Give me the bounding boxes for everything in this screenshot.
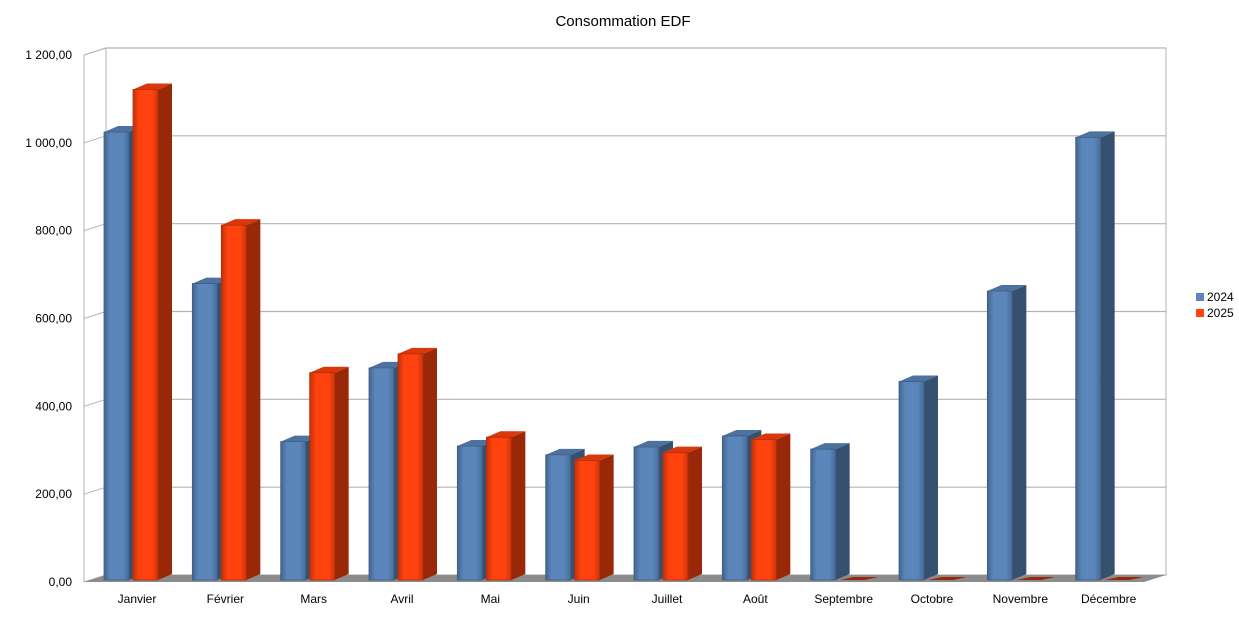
bar-side-2025-Mars [334, 366, 349, 580]
legend-label-2025: 2025 [1207, 306, 1234, 320]
y-tick-label: 200,00 [35, 487, 72, 501]
bar-side-2025-Janvier [158, 83, 172, 580]
x-tick-label: Mars [300, 592, 327, 606]
bar-2024-Avril [368, 367, 395, 581]
bar-side-2024-Octobre [924, 375, 938, 580]
bar-top-2025-Août [751, 433, 791, 440]
bar-2025-Avril [397, 353, 424, 581]
bar-top-2025-Juin [574, 454, 614, 461]
bar-2024-Août [721, 435, 748, 581]
bar-side-2024-Novembre [1012, 285, 1027, 580]
bar-2025-Février [220, 224, 247, 581]
bar-2024-Janvier [103, 131, 130, 581]
bar-2024-Décembre [1075, 136, 1102, 581]
bar-top-2025-Juillet [663, 446, 702, 453]
bar-2025-Septembre-flat [839, 577, 879, 580]
bar-top-2024-Novembre [987, 285, 1027, 292]
x-tick-label: Juin [568, 592, 590, 606]
legend-swatch-2024 [1196, 293, 1204, 301]
x-tick-label: Mai [481, 592, 500, 606]
floor [84, 575, 1166, 582]
x-tick-label: Novembre [993, 592, 1049, 606]
gridline-side [83, 398, 107, 407]
bar-top-2024-Septembre [810, 443, 850, 450]
x-tick-label: Août [743, 592, 768, 606]
bar-side-2025-Août [776, 433, 791, 580]
bar-side-2025-Février [246, 219, 261, 581]
bar-2024-Février [191, 283, 218, 581]
y-tick-label: 0,00 [49, 575, 73, 589]
gridline-side [83, 223, 107, 232]
gridline-side [83, 486, 107, 495]
plot-area: 0,00 200,00 400,00 600,00 800,00 1 000,00 1 20… [25, 47, 1167, 606]
x-tick-label: Octobre [911, 592, 954, 606]
bar-side-2025-Mai [511, 431, 526, 580]
x-tick-label: Avril [390, 592, 413, 606]
bar-2025-Août [750, 439, 777, 581]
y-tick-label: 1 200,00 [25, 48, 72, 62]
bar-2024-Mai [456, 445, 483, 581]
bar-2024-Novembre [986, 290, 1013, 581]
bar-side-2025-Juillet [688, 446, 702, 580]
bar-2025-Mars [309, 372, 336, 581]
bar-top-2025-Février [221, 219, 261, 226]
bar-top-2025-Mars [309, 366, 349, 373]
bar-2024-Juin [545, 454, 572, 581]
bar-top-2025-Janvier [133, 83, 172, 90]
y-tick-label: 800,00 [35, 224, 72, 238]
bar-2024-Mars [280, 441, 307, 581]
bar-2025-Juin [574, 460, 601, 581]
bar-2025-Décembre-flat [1104, 577, 1144, 580]
bar-top-2024-Juin [545, 448, 585, 455]
gridline-side [83, 135, 107, 144]
x-tick-label: Septembre [814, 592, 873, 606]
legend-swatch-2025 [1196, 309, 1204, 317]
bar-2025-Mai [485, 436, 512, 581]
bar-2025-Octobre-flat [928, 577, 967, 580]
bar-2025-Novembre-flat [1016, 577, 1056, 580]
bar-side-2024-Septembre [835, 443, 850, 580]
bar-2024-Octobre [898, 381, 925, 581]
gridline-side [83, 47, 107, 56]
bar-top-2024-Juillet [634, 440, 673, 447]
legend: 2024 2025 [1196, 290, 1234, 320]
x-tick-label: Décembre [1081, 592, 1137, 606]
x-tick-label: Février [207, 592, 244, 606]
bar-side-2025-Juin [599, 454, 614, 580]
x-tick-label: Juillet [652, 592, 683, 606]
chart-title: Consommation EDF [555, 13, 690, 30]
legend-label-2024: 2024 [1207, 290, 1234, 304]
bar-top-2025-Avril [398, 347, 437, 354]
y-tick-label: 1 000,00 [25, 136, 72, 150]
bar-2025-Juillet [662, 452, 689, 581]
bar-side-2025-Avril [423, 347, 437, 580]
bar-top-2024-Octobre [899, 375, 938, 382]
bar-2024-Septembre [810, 448, 837, 581]
y-tick-label: 600,00 [35, 312, 72, 326]
x-tick-label: Janvier [118, 592, 157, 606]
bar-top-2025-Mai [486, 431, 526, 438]
y-tick-label: 400,00 [35, 399, 72, 413]
gridline-side [83, 311, 107, 319]
bar-top-2024-Décembre [1075, 131, 1115, 138]
bar-side-2024-Décembre [1100, 131, 1115, 580]
bar-2024-Juillet [633, 446, 660, 581]
bar-top-2024-Août [722, 429, 762, 436]
bar-2025-Janvier [132, 89, 159, 581]
